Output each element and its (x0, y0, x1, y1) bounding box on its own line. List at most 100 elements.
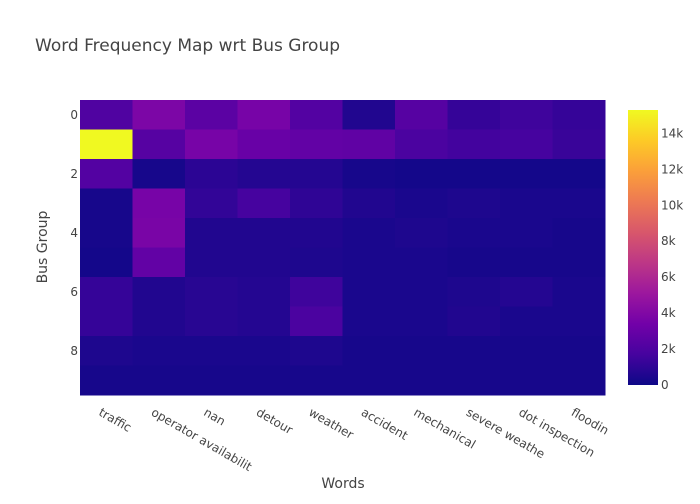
heatmap-cell (395, 365, 448, 396)
heatmap-cell (395, 247, 448, 278)
heatmap-cell (132, 100, 186, 130)
colorbar-gradient (628, 110, 658, 385)
heatmap-cell (447, 306, 501, 337)
heatmap-cell (132, 159, 186, 189)
x-axis-title: Words (321, 476, 364, 492)
heatmap-cell (342, 188, 396, 219)
heatmap-cell (237, 247, 291, 278)
heatmap-cell (395, 129, 448, 160)
heatmap-cell (395, 188, 448, 219)
colorbar-tick-label: 2k (661, 342, 676, 356)
heatmap-cell (80, 336, 133, 366)
heatmap-cell (500, 129, 553, 160)
heatmap-cell (237, 336, 291, 366)
heatmap-cell (237, 365, 291, 396)
heatmap-cell (237, 277, 291, 307)
heatmap-cell (237, 159, 291, 189)
heatmap-cell (80, 218, 133, 248)
heatmap-cell (237, 100, 291, 130)
heatmap-cell (290, 336, 343, 366)
heatmap-cell (395, 218, 448, 248)
heatmap-cell (447, 100, 501, 130)
heatmap-cell (290, 100, 343, 130)
heatmap-cell (500, 247, 553, 278)
heatmap-cell (447, 247, 501, 278)
heatmap-cell (132, 218, 186, 248)
heatmap-cell (552, 159, 606, 189)
heatmap-cells (80, 100, 606, 396)
heatmap-cell (132, 336, 186, 366)
heatmap-cell (552, 129, 606, 160)
heatmap-cell (500, 336, 553, 366)
heatmap-cell (80, 247, 133, 278)
heatmap-cell (500, 365, 553, 396)
heatmap-cell (342, 336, 396, 366)
x-tick-label: nan (201, 405, 228, 428)
x-tick-label: floodin (569, 405, 611, 438)
heatmap-cell (342, 306, 396, 337)
heatmap-cell (132, 306, 186, 337)
heatmap-cell (552, 306, 606, 337)
heatmap-cell (395, 336, 448, 366)
heatmap-cell (552, 218, 606, 248)
heatmap-cell (132, 277, 186, 307)
heatmap-cell (185, 306, 238, 337)
heatmap-cell (395, 100, 448, 130)
heatmap-cell (80, 129, 133, 160)
heatmap-cell (185, 277, 238, 307)
heatmap-cell (290, 159, 343, 189)
heatmap-cell (80, 306, 133, 337)
x-tick-label: detour (254, 405, 295, 437)
heatmap-cell (395, 306, 448, 337)
heatmap-cell (185, 188, 238, 219)
heatmap-cell (552, 247, 606, 278)
y-tick-label: 6 (70, 285, 78, 299)
heatmap-cell (500, 159, 553, 189)
heatmap-cell (132, 188, 186, 219)
x-tick-label: traffic (96, 405, 133, 435)
heatmap-cell (342, 247, 396, 278)
colorbar-tick-label: 6k (661, 270, 676, 284)
heatmap-cell (342, 129, 396, 160)
heatmap-cell (132, 365, 186, 396)
heatmap-cell (185, 129, 238, 160)
heatmap-cell (290, 365, 343, 396)
heatmap-cell (290, 188, 343, 219)
heatmap-cell (132, 247, 186, 278)
heatmap-cell (80, 277, 133, 307)
heatmap-cell (342, 277, 396, 307)
heatmap-cell (185, 336, 238, 366)
heatmap-cell (552, 365, 606, 396)
heatmap-cell (237, 306, 291, 337)
heatmap-cell (237, 188, 291, 219)
colorbar-tick-label: 4k (661, 306, 676, 320)
heatmap-cell (395, 159, 448, 189)
heatmap-cell (80, 365, 133, 396)
heatmap-cell (552, 100, 606, 130)
heatmap-cell (500, 306, 553, 337)
heatmap-cell (290, 277, 343, 307)
heatmap-cell (185, 159, 238, 189)
heatmap-cell (447, 129, 501, 160)
heatmap-cell (290, 306, 343, 337)
x-tick-label: weather (306, 405, 356, 442)
heatmap-cell (447, 336, 501, 366)
y-tick-label: 4 (70, 226, 78, 240)
heatmap-cell (237, 129, 291, 160)
colorbar-tick-label: 8k (661, 234, 676, 248)
heatmap-cell (552, 188, 606, 219)
y-axis-ticks: 0 2 4 6 8 (70, 108, 78, 358)
heatmap-cell (342, 365, 396, 396)
y-tick-label: 0 (70, 108, 78, 122)
heatmap-cell (395, 277, 448, 307)
heatmap-cell (552, 336, 606, 366)
colorbar: 0 2k 4k 6k 8k 10k 12k 14k (628, 110, 683, 392)
heatmap-cell (500, 218, 553, 248)
y-tick-label: 2 (70, 167, 78, 181)
heatmap-cell (342, 218, 396, 248)
colorbar-tick-label: 10k (661, 198, 683, 212)
heatmap-cell (342, 100, 396, 130)
